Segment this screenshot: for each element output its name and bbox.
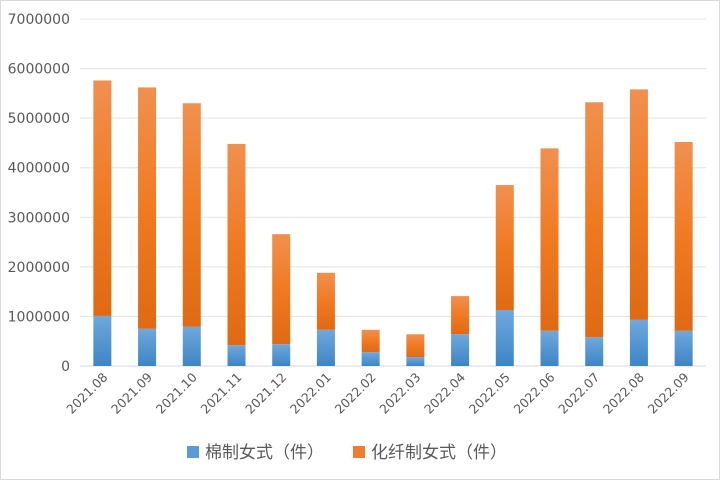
bar-cotton-2022.08 xyxy=(629,319,648,366)
x-tick-label: 2022.05 xyxy=(466,370,513,417)
bar-synthetic-2022.02 xyxy=(361,329,380,353)
y-tick-label: 3000000 xyxy=(8,210,70,226)
bar-cotton-2021.10 xyxy=(182,326,201,366)
bar-synthetic-2022.07 xyxy=(585,102,604,338)
bar-cotton-2021.11 xyxy=(227,345,246,366)
x-tick-label: 2021.12 xyxy=(242,370,289,417)
y-tick-label: 4000000 xyxy=(8,161,70,177)
bar-synthetic-2021.12 xyxy=(272,234,291,345)
x-tick-label: 2021.10 xyxy=(153,369,200,416)
bar-cotton-2022.01 xyxy=(316,329,335,366)
bar-synthetic-2021.08 xyxy=(93,80,112,316)
legend-swatch xyxy=(353,446,365,458)
y-tick-label: 6000000 xyxy=(8,62,70,78)
bar-synthetic-2022.06 xyxy=(540,148,559,331)
bar-cotton-2022.02 xyxy=(361,352,380,366)
x-tick-label: 2022.09 xyxy=(645,369,692,416)
legend-label: 棉制女式（件） xyxy=(205,443,324,463)
bar-cotton-2022.07 xyxy=(585,337,604,366)
x-tick-label: 2021.09 xyxy=(108,369,155,416)
bar-synthetic-2021.10 xyxy=(182,103,201,327)
y-tick-label: 2000000 xyxy=(8,260,70,276)
bar-synthetic-2021.11 xyxy=(227,143,246,346)
legend-swatch xyxy=(187,446,199,458)
bar-cotton-2021.08 xyxy=(93,315,112,366)
bar-cotton-2022.03 xyxy=(406,357,425,366)
x-tick-label: 2021.11 xyxy=(197,370,244,417)
y-tick-label: 1000000 xyxy=(8,309,70,325)
bar-cotton-2022.06 xyxy=(540,330,559,366)
x-tick-label: 2022.03 xyxy=(376,370,423,417)
bar-cotton-2021.12 xyxy=(272,344,291,366)
bar-synthetic-2022.05 xyxy=(495,185,514,310)
bar-synthetic-2022.08 xyxy=(629,89,648,320)
y-tick-label: 0 xyxy=(61,359,70,375)
bar-synthetic-2021.09 xyxy=(138,87,157,329)
bar-synthetic-2022.09 xyxy=(674,141,693,331)
bar-cotton-2021.09 xyxy=(138,328,157,366)
bar-cotton-2022.05 xyxy=(495,309,514,366)
x-tick-label: 2022.02 xyxy=(332,370,379,417)
y-tick-label: 5000000 xyxy=(8,111,70,127)
bar-cotton-2022.09 xyxy=(674,330,693,366)
y-tick-label: 7000000 xyxy=(8,12,70,28)
x-tick-label: 2022.06 xyxy=(510,369,557,416)
x-tick-label: 2022.07 xyxy=(555,370,602,417)
x-tick-label: 2022.01 xyxy=(287,370,334,417)
bar-synthetic-2022.01 xyxy=(316,272,335,330)
bar-synthetic-2022.04 xyxy=(451,296,470,335)
bar-cotton-2022.04 xyxy=(451,334,470,366)
bar-synthetic-2022.03 xyxy=(406,334,425,358)
x-tick-label: 2022.08 xyxy=(600,369,647,416)
x-tick-label: 2022.04 xyxy=(421,369,468,416)
legend-label: 化纤制女式（件） xyxy=(371,443,507,463)
x-tick-label: 2021.08 xyxy=(63,369,110,416)
